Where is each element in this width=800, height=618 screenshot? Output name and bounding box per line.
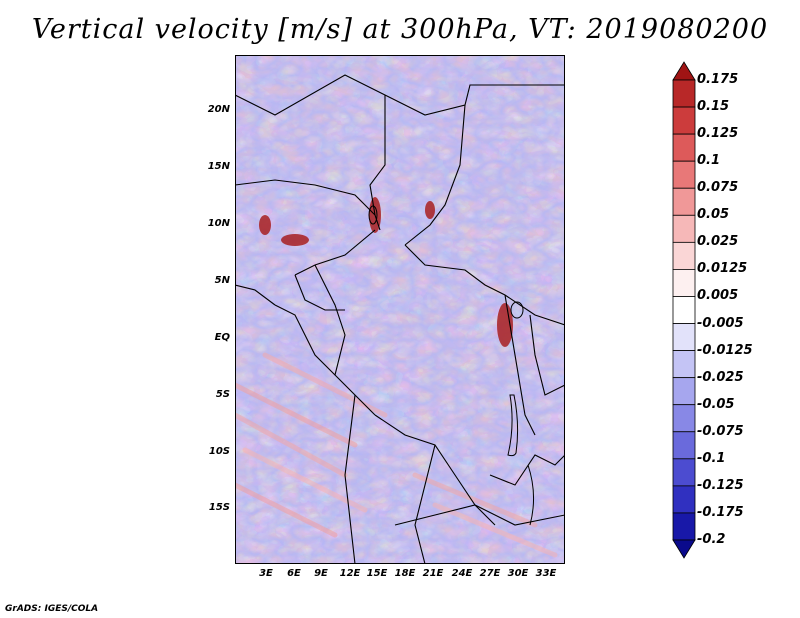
lat-tick: 15S [208,502,230,513]
colorbar-bin [672,160,696,189]
colorbar-label: -0.1 [697,450,726,466]
colorbar-bin [672,458,696,487]
colorbar-bin [672,106,696,135]
credit-text: GrADS: IGES/COLA [5,604,99,614]
colorbar-bin [672,404,696,433]
colorbar-label: -0.0125 [697,342,753,358]
lon-tick: 9E [314,568,328,579]
colorbar [672,61,696,559]
colorbar-label: 0.175 [697,72,739,87]
lon-tick: 27E [479,568,501,579]
colorbar-label: -0.175 [697,504,744,520]
colorbar-label: 0.125 [697,126,739,142]
colorbar-label: -0.075 [697,423,744,439]
colorbar-label: 0.005 [697,288,739,304]
colorbar-label: 0.0125 [697,261,748,277]
colorbar-bin [672,214,696,243]
colorbar-label: -0.005 [697,315,744,331]
colorbar-bin [672,431,696,460]
lon-tick: 6E [287,568,301,579]
lon-tick: 3E [259,568,273,579]
colorbar-bin [672,485,696,514]
colorbar-label: 0.15 [697,99,730,115]
lon-tick: 33E [535,568,557,579]
lon-tick: 15E [366,568,388,579]
lat-tick: 10N [207,218,230,229]
colorbar-label: -0.125 [697,477,744,493]
colorbar-bin [672,296,696,324]
colorbar-bin [672,241,696,270]
lat-tick: 20N [207,104,230,115]
map-panel [235,55,565,564]
lon-tick: 12E [339,568,361,579]
lat-tick: 5S [215,389,230,400]
colorbar-bin [672,133,696,162]
lat-tick: EQ [214,332,230,343]
colorbar-bin [672,269,696,297]
colorbar-label: 0.05 [697,207,730,223]
colorbar-bin [672,350,696,379]
colorbar-label: 0.075 [697,180,739,196]
colorbar-bin [672,512,696,541]
colorbar-cap-bottom [672,539,696,559]
colorbar-label: 0.025 [697,234,739,250]
colorbar-label: 0.1 [697,153,721,169]
colorbar-bin [672,377,696,406]
lon-tick: 30E [507,568,529,579]
colorbar-bin [672,187,696,216]
colorbar-label: -0.025 [697,369,744,385]
lon-tick: 24E [451,568,473,579]
lat-tick: 15N [207,161,230,172]
lon-tick: 21E [422,568,444,579]
map-title: Vertical velocity [m/s] at 300hPa, VT: 2… [31,14,769,45]
lon-tick: 18E [394,568,416,579]
lat-tick: 10S [208,446,230,457]
lat-tick: 5N [214,275,230,286]
colorbar-cap-top [672,61,696,81]
colorbar-bin [672,323,696,351]
map-field [235,55,565,564]
colorbar-bin [672,79,696,108]
colorbar-label: -0.2 [697,532,726,547]
colorbar-label: -0.05 [697,396,735,412]
